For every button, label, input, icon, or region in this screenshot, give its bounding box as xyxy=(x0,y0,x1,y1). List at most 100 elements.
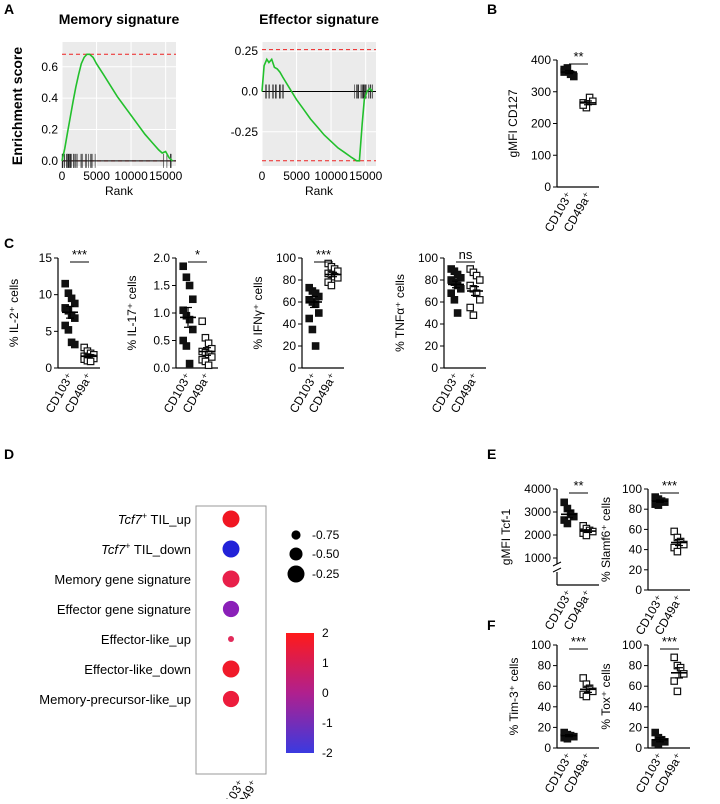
chart-e2-ytick-label: 100 xyxy=(622,482,642,496)
chart-a1-xtick-label: 10000 xyxy=(114,169,148,183)
chart-a2-enrichment-line xyxy=(261,57,374,162)
chart-d-size-legend-dot xyxy=(287,565,305,583)
chart-f1-point-cd49a xyxy=(582,692,591,701)
chart-c4-ytick-label: 100 xyxy=(418,251,438,265)
panel-label-f: F xyxy=(487,617,496,633)
chart-d-size-legend-label: -0.75 xyxy=(312,528,340,542)
chart-c3-ytick-label: 40 xyxy=(283,317,297,331)
chart-c4-significance-label: ns xyxy=(459,247,473,262)
chart-c1-ytick-label: 0 xyxy=(45,361,52,375)
chart-f2-ytick-label: 80 xyxy=(629,659,643,673)
chart-f2-point-cd49a xyxy=(679,670,688,678)
chart-f2-ytick-label: 20 xyxy=(629,720,643,734)
chart-f2-significance-label: *** xyxy=(662,634,677,649)
chart-a1-xtick-label: 5000 xyxy=(83,169,110,183)
chart-a2-ytick-label: -0.25 xyxy=(231,125,259,139)
chart-a2-xtick-label: 5000 xyxy=(283,169,310,183)
chart-d-row-label: Memory-precursor-like_up xyxy=(39,692,191,707)
chart-d-row-label: Tcf7+ TIL_up xyxy=(118,511,191,527)
chart-c4-point-cd103 xyxy=(457,274,465,282)
chart-e1-ytick-label: 4000 xyxy=(524,482,551,496)
chart-e1-significance-label: ** xyxy=(573,478,583,493)
color-scale-bar xyxy=(286,633,314,753)
chart-c3-point-cd103 xyxy=(308,325,317,334)
chart-d-dot xyxy=(222,570,240,588)
chart-e1-ytick-label: 2000 xyxy=(524,528,551,542)
chart-b-ytick-label: 400 xyxy=(531,53,551,67)
chart-f1-significance-label: *** xyxy=(571,634,586,649)
chart-e2-ylabel: % Slamf6⁺ cells xyxy=(599,497,613,582)
chart-c4-point-cd103 xyxy=(447,289,456,298)
chart-a2-xtick-label: 0 xyxy=(259,169,266,183)
chart-f1-ytick-label: 60 xyxy=(538,679,552,693)
chart-c3-ytick-label: 60 xyxy=(283,295,297,309)
chart-c2-point-cd103 xyxy=(185,281,194,290)
chart-c2-point-cd103 xyxy=(185,359,194,368)
panel-label-a: A xyxy=(4,1,14,17)
chart-a2-plot-bg xyxy=(262,42,376,166)
chart-c2-ylabel: % IL-17⁺ cells xyxy=(125,275,139,350)
chart-c1-ytick-label: 5 xyxy=(45,324,52,338)
chart-f1-point-cd49a xyxy=(588,687,597,696)
chart-e1-axis-break-mark xyxy=(552,561,562,567)
chart-c4-point-cd103 xyxy=(457,285,465,293)
chart-c1-ylabel: % IL-2⁺ cells xyxy=(7,279,21,347)
chart-c4-ytick-label: 80 xyxy=(425,273,439,287)
chart-e2-point-cd49a xyxy=(679,540,688,549)
chart-c2-ytick-label: 0.5 xyxy=(153,334,170,348)
chart-c4-ytick-label: 20 xyxy=(425,339,439,353)
chart-c4-point-cd49a xyxy=(469,311,478,320)
chart-c3-point-cd49a xyxy=(327,281,336,290)
chart-c2-ytick-label: 0.0 xyxy=(153,361,170,375)
chart-d-dot xyxy=(222,510,240,528)
chart-e2-ytick-label: 20 xyxy=(629,563,643,577)
chart-a1-ylabel: Enrichment score xyxy=(9,47,25,165)
chart-f1-ytick-label: 100 xyxy=(531,638,551,652)
chart-c3-point-cd103 xyxy=(305,314,314,323)
chart-d-row-label: Memory gene signature xyxy=(54,572,191,587)
chart-d-dot xyxy=(222,540,240,558)
chart-c4-ytick-label: 0 xyxy=(431,361,438,375)
chart-a1-ytick-label: 0.4 xyxy=(41,91,58,105)
panel-label-c: C xyxy=(4,235,14,251)
chart-e2-ytick-label: 60 xyxy=(629,522,643,536)
chart-c4-ytick-label: 40 xyxy=(425,317,439,331)
chart-c2-point-cd49a xyxy=(204,361,213,370)
chart-c4-point-cd103 xyxy=(450,296,459,304)
chart-c1-ytick-label: 15 xyxy=(39,251,53,265)
chart-e2-ytick-label: 40 xyxy=(629,543,643,557)
chart-f2-point-cd49a xyxy=(670,653,679,662)
chart-a2-ytick-label: 0.25 xyxy=(235,44,259,58)
chart-d-dot xyxy=(228,636,234,642)
chart-d-row-label: Effector gene signature xyxy=(57,602,191,617)
chart-a1-ytick-label: 0.2 xyxy=(41,123,58,137)
chart-a2-xlabel: Rank xyxy=(305,184,334,198)
chart-f2-ytick-label: 40 xyxy=(629,700,643,714)
chart-a1-xtick-label: 15000 xyxy=(149,169,183,183)
chart-d-row-label: Effector-like_up xyxy=(101,632,191,647)
chart-c3-ytick-label: 80 xyxy=(283,273,297,287)
chart-c1-ytick-label: 10 xyxy=(39,288,53,302)
chart-c3-significance-label: *** xyxy=(316,247,331,262)
chart-a2-title: Effector signature xyxy=(259,11,379,27)
chart-d-color-legend-label: 2 xyxy=(322,626,329,640)
chart-a1-title: Memory signature xyxy=(59,11,180,27)
chart-c4-point-cd49a xyxy=(476,276,484,284)
chart-d-size-legend-label: -0.50 xyxy=(312,547,340,561)
chart-f1-ytick-label: 20 xyxy=(538,720,552,734)
chart-b-ytick-label: 100 xyxy=(531,148,551,162)
chart-c3-point-cd49a xyxy=(334,274,342,282)
chart-b-ytick-label: 200 xyxy=(531,117,551,131)
chart-e2-ytick-label: 80 xyxy=(629,502,643,516)
chart-e1-ytick-label: 3000 xyxy=(524,505,551,519)
chart-c2-point-cd103 xyxy=(189,295,197,304)
chart-c4-point-cd49a xyxy=(476,296,484,304)
panel-d-frame xyxy=(195,505,267,775)
chart-a2-xtick-label: 15000 xyxy=(349,169,383,183)
chart-f1-point-cd49a xyxy=(579,674,588,682)
chart-e1-ytick-label: 1000 xyxy=(524,551,551,565)
chart-f2-ylabel: % Tox⁺ cells xyxy=(599,663,613,729)
chart-c3-ylabel: % IFNγ⁺ cells xyxy=(251,276,265,349)
chart-c2-point-cd49a xyxy=(208,353,216,361)
